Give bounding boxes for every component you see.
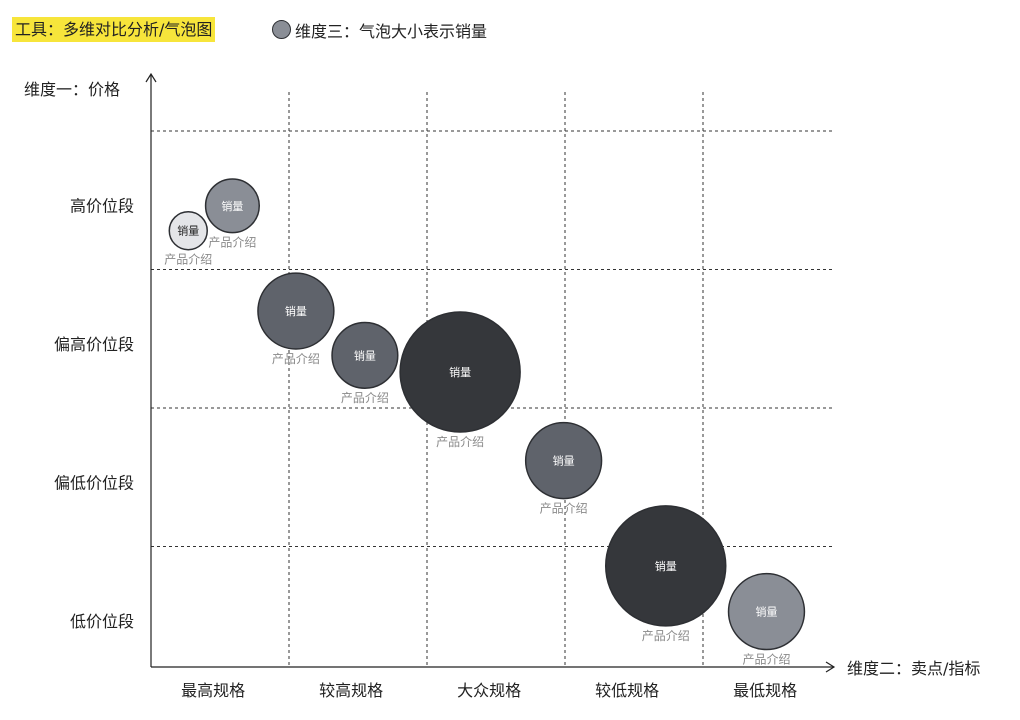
bubble-circle [204, 178, 261, 234]
bubble-label: 销量 [354, 348, 376, 362]
y-axis-title: 维度一：价格 [24, 80, 120, 99]
bubble-caption: 产品介绍 [642, 629, 690, 643]
bubble-label: 销量 [449, 365, 471, 379]
bubble-label: 销量 [221, 199, 243, 213]
bubble-caption: 产品介绍 [272, 352, 320, 366]
bubble-circle [331, 321, 399, 389]
x-tick-label: 最低规格 [733, 681, 797, 700]
y-axis-arrow-icon [145, 72, 157, 83]
legend-text: 维度三：气泡大小表示销量 [295, 21, 488, 41]
bubble-label: 销量 [177, 224, 199, 238]
bubble-circle [399, 311, 521, 433]
bubble-caption: 产品介绍 [742, 653, 790, 667]
y-tick-label: 偏高价位段 [54, 335, 134, 354]
bubble-caption: 产品介绍 [436, 435, 484, 449]
bubble-label: 销量 [553, 454, 575, 468]
y-tick-label: 偏低价位段 [54, 473, 134, 492]
bubble-label: 销量 [755, 605, 777, 619]
legend: 维度三：气泡大小表示销量 [272, 17, 487, 42]
bubble-caption: 产品介绍 [341, 391, 389, 405]
bubble-circle [524, 421, 603, 500]
bubble-circle [168, 210, 208, 251]
x-tick-label: 最高规格 [181, 681, 245, 700]
y-tick-label: 高价位段 [70, 196, 134, 215]
bubble-label: 销量 [285, 304, 307, 318]
x-axis-title: 维度二：卖点/指标 [847, 659, 980, 678]
bubble-caption: 产品介绍 [208, 236, 256, 250]
y-tick-label: 低价位段 [70, 612, 134, 631]
x-tick-label: 较低规格 [595, 681, 659, 700]
tool-label: 工具：多维对比分析/气泡图 [12, 17, 216, 42]
x-axis-arrow-icon [825, 661, 836, 673]
bubble-circle [604, 505, 727, 627]
axes: 维度一：价格 维度二：卖点/指标 [24, 72, 980, 678]
bubble-circle [727, 572, 806, 651]
bubble-label: 销量 [655, 559, 677, 573]
x-tick-label: 较高规格 [319, 681, 383, 700]
bubble-caption: 产品介绍 [540, 502, 588, 516]
bubble-circle [257, 272, 335, 350]
x-tick-label: 大众规格 [457, 681, 521, 700]
legend-bubble-icon [272, 20, 291, 39]
bubble-caption: 产品介绍 [164, 253, 212, 267]
